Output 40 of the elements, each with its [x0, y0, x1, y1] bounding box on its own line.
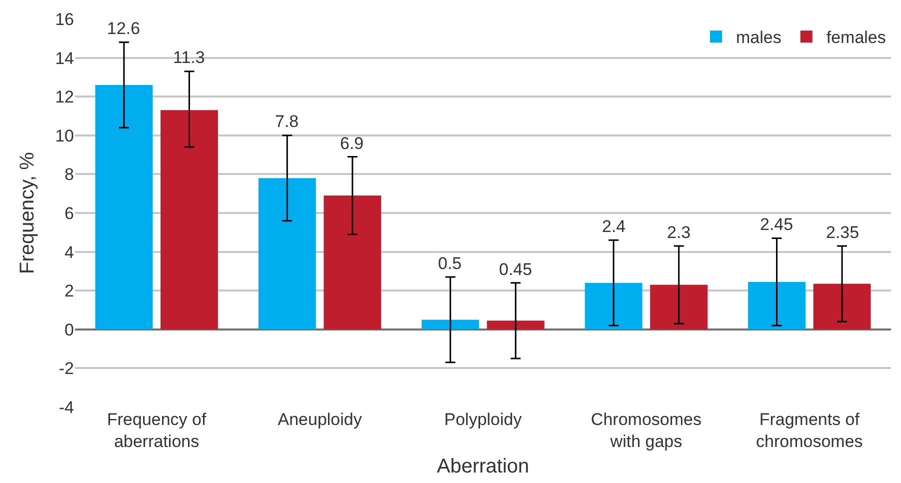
y-tick-label: 2 — [64, 282, 74, 301]
y-axis-title: Frequency, % — [16, 152, 39, 274]
data-label: 11.3 — [173, 48, 205, 67]
x-tick-label: Chromosomes with gaps — [590, 410, 702, 452]
bar — [486, 320, 544, 330]
x-tick-label: Frequency of aberrations — [106, 410, 206, 452]
y-tick-label: 4 — [64, 242, 74, 262]
bar — [650, 284, 708, 330]
y-tick-label: -2 — [58, 359, 74, 378]
data-label: 2.3 — [667, 223, 691, 242]
bar — [95, 84, 153, 330]
bar — [422, 320, 480, 330]
legend-label: females — [826, 28, 886, 48]
bar — [160, 110, 218, 330]
data-label: 0.5 — [438, 254, 462, 273]
y-tick-label: 16 — [55, 10, 74, 29]
y-tick-label: 8 — [64, 165, 74, 184]
data-label: 0.45 — [499, 260, 532, 279]
data-label: 7.8 — [275, 112, 299, 131]
y-tick-label: 12 — [55, 88, 74, 107]
y-tick-label: 6 — [64, 204, 74, 223]
bar — [584, 282, 642, 330]
bar — [258, 178, 316, 330]
x-tick-label: Fragments of chromosomes — [756, 410, 863, 452]
bar — [813, 284, 871, 330]
x-tick-label: Aneuploidy — [278, 410, 362, 429]
y-tick-label: 0 — [64, 320, 74, 340]
y-tick-label: 14 — [55, 48, 74, 68]
data-label: 2.45 — [760, 215, 794, 234]
bar — [748, 282, 806, 330]
x-tick-label: Polyploidy — [444, 410, 522, 429]
x-axis-title: Aberration — [436, 456, 530, 478]
y-tick-label: 10 — [55, 126, 74, 146]
data-label: 6.9 — [340, 134, 364, 153]
data-label: 2.4 — [602, 217, 626, 236]
y-tick-label: -4 — [58, 398, 74, 417]
bar — [324, 196, 382, 330]
data-label: 2.35 — [826, 223, 860, 242]
data-label: 12.6 — [107, 19, 140, 38]
legend-label: males — [736, 28, 782, 48]
